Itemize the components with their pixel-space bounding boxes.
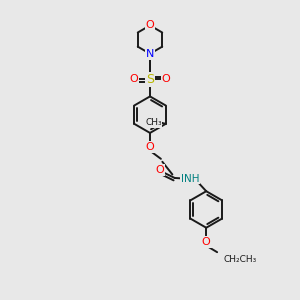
Text: O: O	[202, 237, 211, 247]
Text: O: O	[162, 74, 171, 84]
Text: O: O	[146, 142, 154, 152]
Text: CH₂CH₃: CH₂CH₃	[223, 255, 256, 264]
Text: O: O	[155, 165, 164, 175]
Text: H: H	[186, 174, 194, 184]
Text: O: O	[146, 20, 154, 30]
Text: N: N	[146, 49, 154, 59]
Text: S: S	[146, 73, 154, 86]
Text: CH₃: CH₃	[145, 118, 162, 127]
Text: N: N	[181, 174, 189, 184]
Text: O: O	[129, 74, 138, 84]
Text: NH: NH	[184, 174, 199, 184]
